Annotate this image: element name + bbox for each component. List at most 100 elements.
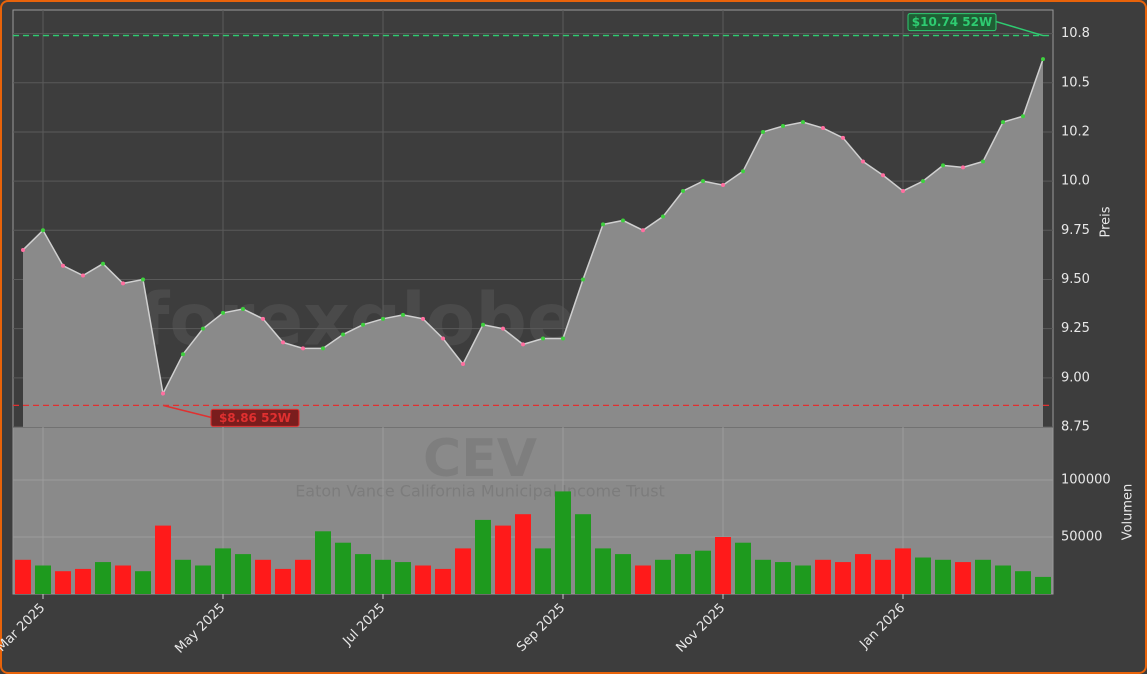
watermark-subtitle: Eaton Vance California Municipal Income … (295, 482, 665, 501)
volume-bar (255, 559, 271, 594)
price-point (561, 336, 565, 341)
price-point (581, 277, 585, 282)
y-tick-label: 9.50 (1061, 272, 1090, 287)
volume-bar (215, 548, 231, 594)
price-point (41, 228, 45, 233)
volume-bar (1015, 571, 1031, 594)
volume-bar (315, 531, 331, 594)
price-point (601, 222, 605, 227)
price-point (921, 179, 925, 184)
price-point (141, 277, 145, 282)
y-tick-label: 10.8 (1061, 26, 1090, 41)
y2-tick-label: 50000 (1061, 530, 1102, 545)
price-point (241, 306, 245, 311)
price-point (361, 322, 365, 327)
volume-bar (675, 554, 691, 594)
y2-axis-label: Volumen (1121, 484, 1136, 541)
price-point (641, 228, 645, 233)
volume-bar (435, 568, 451, 594)
volume-bar (115, 565, 131, 594)
volume-bar (235, 554, 251, 594)
y-tick-label: 10.0 (1061, 174, 1090, 189)
y-tick-label: 10.2 (1061, 124, 1090, 139)
price-point (221, 310, 225, 315)
volume-bar (55, 571, 71, 594)
price-point (341, 332, 345, 337)
price-point (901, 188, 905, 193)
price-point (621, 218, 625, 223)
volume-bar (175, 559, 191, 594)
volume-bar (915, 557, 931, 594)
volume-bar (995, 565, 1011, 594)
volume-bar (795, 565, 811, 594)
volume-bar (335, 542, 351, 594)
price-point (441, 336, 445, 341)
x-tick-label: Jan 2026 (856, 601, 908, 653)
volume-bar (475, 519, 491, 594)
price-point (981, 159, 985, 164)
volume-bar (275, 568, 291, 594)
annotation-box (210, 408, 300, 427)
price-point (1021, 114, 1025, 119)
volume-bar (1035, 576, 1051, 594)
price-point (161, 391, 165, 396)
annotation-box (907, 13, 997, 32)
volume-bar (635, 565, 651, 594)
x-tick-label: Nov 2025 (673, 601, 728, 656)
volume-bar (775, 562, 791, 594)
volume-bar (355, 554, 371, 594)
volume-bar (155, 525, 171, 594)
price-point (281, 340, 285, 345)
price-point (121, 281, 125, 286)
annotation-arrow (162, 404, 212, 419)
price-point (541, 336, 545, 341)
volume-bar (95, 562, 111, 594)
volume-bar (195, 565, 211, 594)
x-tick-label: Sep 2025 (514, 601, 568, 655)
volume-bar (755, 559, 771, 594)
y-tick-label: 9.00 (1061, 370, 1090, 385)
volume-bar (575, 514, 591, 594)
price-point (81, 273, 85, 278)
price-point (181, 352, 185, 357)
volume-bar (955, 562, 971, 594)
price-point (821, 126, 825, 131)
price-point (841, 135, 845, 140)
price-point (21, 247, 25, 252)
price-point (801, 120, 805, 125)
price-point (481, 322, 485, 327)
volume-bar (975, 559, 991, 594)
volume-bar (695, 550, 711, 594)
price-point (421, 316, 425, 321)
price-point (1041, 57, 1045, 62)
volume-bar (715, 537, 731, 594)
price-point (781, 124, 785, 129)
price-point (521, 342, 525, 347)
volume-bar (515, 514, 531, 594)
volume-bar (855, 554, 871, 594)
price-point (381, 316, 385, 321)
annotation-label: $10.74 52W (912, 15, 992, 29)
price-point (501, 326, 505, 331)
price-point (761, 129, 765, 134)
x-tick-label: Mar 2025 (0, 601, 48, 655)
volume-bar (375, 559, 391, 594)
volume-bar (835, 562, 851, 594)
volume-bar (895, 548, 911, 594)
y2-tick-label: 100000 (1061, 473, 1111, 488)
y-tick-label: 9.25 (1061, 321, 1090, 336)
volume-bar (35, 565, 51, 594)
y-tick-label: 10.5 (1061, 75, 1090, 90)
volume-bar (595, 548, 611, 594)
price-area (23, 59, 1043, 427)
price-point (461, 362, 465, 367)
volume-bar (655, 559, 671, 594)
price-point (661, 214, 665, 219)
volume-bar (815, 559, 831, 594)
price-line (22, 58, 1044, 396)
price-point (941, 163, 945, 168)
volume-bar (495, 525, 511, 594)
volume-bar (615, 554, 631, 594)
volume-bar (135, 571, 151, 594)
